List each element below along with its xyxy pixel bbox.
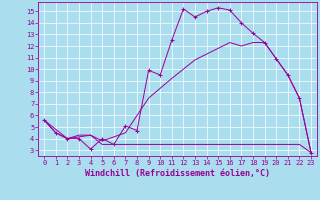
X-axis label: Windchill (Refroidissement éolien,°C): Windchill (Refroidissement éolien,°C)	[85, 169, 270, 178]
